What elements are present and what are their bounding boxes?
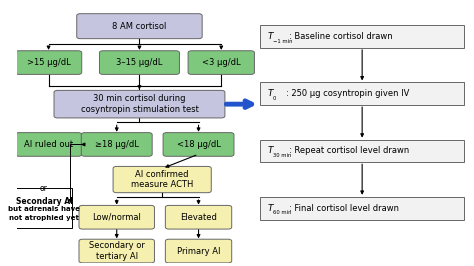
Text: or: or [40, 184, 48, 193]
Text: T: T [268, 89, 273, 98]
Text: : 250 μg cosyntropin given IV: : 250 μg cosyntropin given IV [286, 89, 409, 98]
FancyBboxPatch shape [260, 197, 464, 220]
Text: T: T [268, 204, 273, 213]
Text: ≥18 μg/dL: ≥18 μg/dL [95, 140, 139, 149]
FancyBboxPatch shape [260, 25, 464, 48]
FancyBboxPatch shape [16, 188, 72, 228]
FancyBboxPatch shape [100, 51, 180, 74]
Text: Low/normal: Low/normal [92, 213, 141, 222]
Text: Primary AI: Primary AI [177, 247, 220, 256]
Text: but adrenals have: but adrenals have [8, 206, 80, 213]
FancyBboxPatch shape [260, 82, 464, 105]
Text: Elevated: Elevated [180, 213, 217, 222]
FancyBboxPatch shape [79, 205, 155, 229]
Text: 30 min cortisol during
cosyntropin stimulation test: 30 min cortisol during cosyntropin stimu… [81, 94, 199, 114]
FancyBboxPatch shape [163, 133, 234, 156]
FancyBboxPatch shape [79, 239, 155, 263]
Text: Secondary AI: Secondary AI [16, 197, 73, 206]
Text: 8 AM cortisol: 8 AM cortisol [112, 22, 167, 31]
FancyBboxPatch shape [15, 133, 82, 156]
FancyBboxPatch shape [77, 14, 202, 39]
FancyBboxPatch shape [113, 167, 211, 193]
Text: Secondary or
tertiary AI: Secondary or tertiary AI [89, 241, 145, 261]
Text: T: T [268, 147, 273, 155]
FancyBboxPatch shape [165, 239, 232, 263]
Text: : Baseline cortisol drawn: : Baseline cortisol drawn [290, 32, 393, 41]
Text: AI confirmed
measure ACTH: AI confirmed measure ACTH [131, 170, 193, 189]
FancyBboxPatch shape [15, 51, 82, 74]
Text: >15 μg/dL: >15 μg/dL [27, 58, 71, 67]
Text: T: T [268, 32, 273, 41]
FancyBboxPatch shape [188, 51, 255, 74]
Text: not atrophied yet: not atrophied yet [9, 215, 79, 221]
FancyBboxPatch shape [54, 90, 225, 118]
FancyBboxPatch shape [81, 133, 152, 156]
Text: 30 min: 30 min [273, 153, 292, 158]
Text: <18 μg/dL: <18 μg/dL [177, 140, 220, 149]
Text: 3–15 μg/dL: 3–15 μg/dL [116, 58, 163, 67]
Text: AI ruled out: AI ruled out [24, 140, 73, 149]
FancyBboxPatch shape [165, 205, 232, 229]
Text: <3 μg/dL: <3 μg/dL [202, 58, 241, 67]
FancyBboxPatch shape [260, 140, 464, 163]
Text: : Final cortisol level drawn: : Final cortisol level drawn [290, 204, 400, 213]
Text: : Repeat cortisol level drawn: : Repeat cortisol level drawn [290, 147, 410, 155]
Text: −1 min: −1 min [273, 39, 292, 44]
Text: 0: 0 [273, 96, 276, 101]
Text: 60 min: 60 min [273, 210, 292, 215]
